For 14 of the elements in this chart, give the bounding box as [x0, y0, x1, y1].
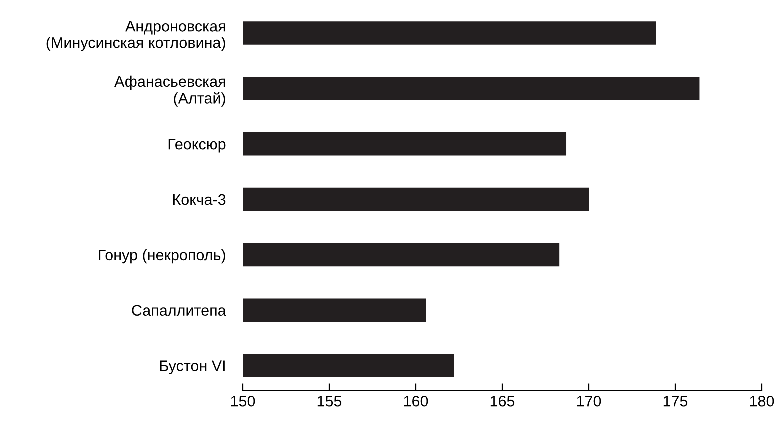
y-tick-label: Бустон VI: [160, 360, 225, 374]
x-tick-label: 160: [404, 396, 428, 407]
x-tick-label: 180: [750, 396, 774, 407]
y-tick-label: Сапаллитепа: [132, 305, 226, 316]
x-tick-label: 155: [318, 396, 342, 407]
y-tick-label: Гонур (некрополь): [99, 249, 226, 264]
y-tick-label: Андроновская (Минусинская котловина): [46, 21, 226, 52]
y-tick-label: Кокча-3: [173, 194, 226, 206]
x-tick-label: 150: [231, 396, 256, 407]
y-tick-label: Геоксюр: [168, 139, 226, 153]
x-tick-label: 175: [664, 396, 688, 407]
x-tick-label: 165: [490, 396, 515, 407]
y-tick-label: Афанасьевская (Алтай): [114, 76, 226, 107]
x-tick-label: 170: [577, 396, 602, 407]
